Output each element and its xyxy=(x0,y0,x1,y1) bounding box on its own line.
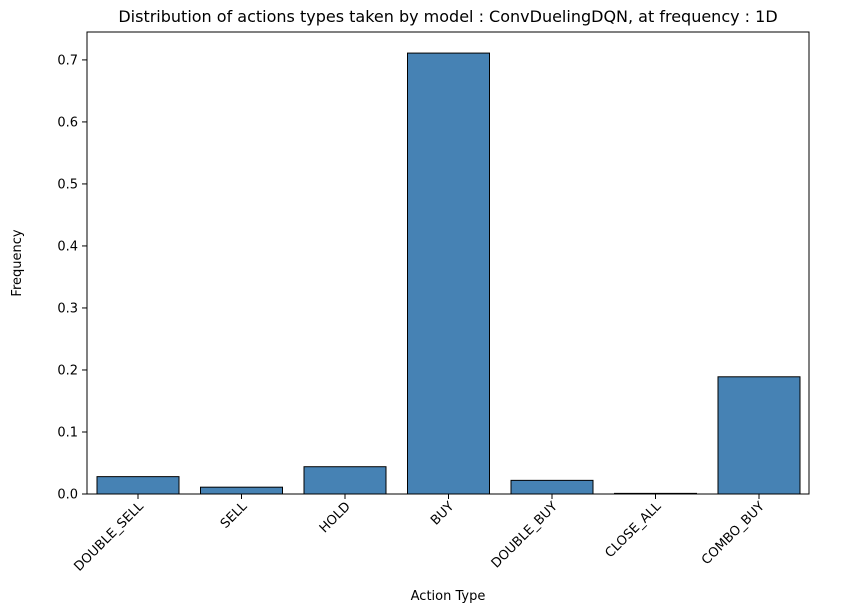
x-tick-label-hold: HOLD xyxy=(317,499,354,536)
x-tick-label-double-sell: DOUBLE_SELL xyxy=(71,499,147,575)
bar-combo-buy xyxy=(717,376,801,495)
y-tick-label: 0.3 xyxy=(57,301,78,316)
x-tick-label-double-buy: DOUBLE_BUY xyxy=(489,499,561,571)
chart-title: Distribution of actions types taken by m… xyxy=(118,7,777,26)
x-tick-label-close-all: CLOSE_ALL xyxy=(603,499,665,561)
bar-hold xyxy=(303,466,387,495)
y-tick-label: 0.4 xyxy=(57,239,78,254)
y-tick-label: 0.1 xyxy=(57,425,78,440)
x-tick-label-combo-buy: COMBO_BUY xyxy=(699,499,768,568)
y-tick-label: 0.6 xyxy=(57,115,78,130)
bars-group xyxy=(96,52,801,495)
x-axis: DOUBLE_SELL SELL HOLD BUY DOUBLE_BUY CLOSE_AL… xyxy=(71,494,768,575)
bar-buy xyxy=(407,52,490,495)
y-axis: 0.0 0.1 0.2 0.3 0.4 0.5 0.6 0.7 xyxy=(57,53,87,503)
x-axis-label: Action Type xyxy=(411,589,486,604)
x-tick-label-sell: SELL xyxy=(218,499,251,532)
bar-sell xyxy=(200,486,283,495)
y-tick-label: 0.2 xyxy=(57,363,78,378)
y-tick-label: 0.5 xyxy=(57,177,78,192)
x-tick-label-buy: BUY xyxy=(428,499,457,528)
bar-double-buy xyxy=(510,479,594,495)
bar-double-sell xyxy=(96,476,180,495)
y-axis-label: Frequency xyxy=(10,229,25,296)
y-tick-label: 0.0 xyxy=(57,488,78,503)
y-tick-label: 0.7 xyxy=(57,53,78,68)
